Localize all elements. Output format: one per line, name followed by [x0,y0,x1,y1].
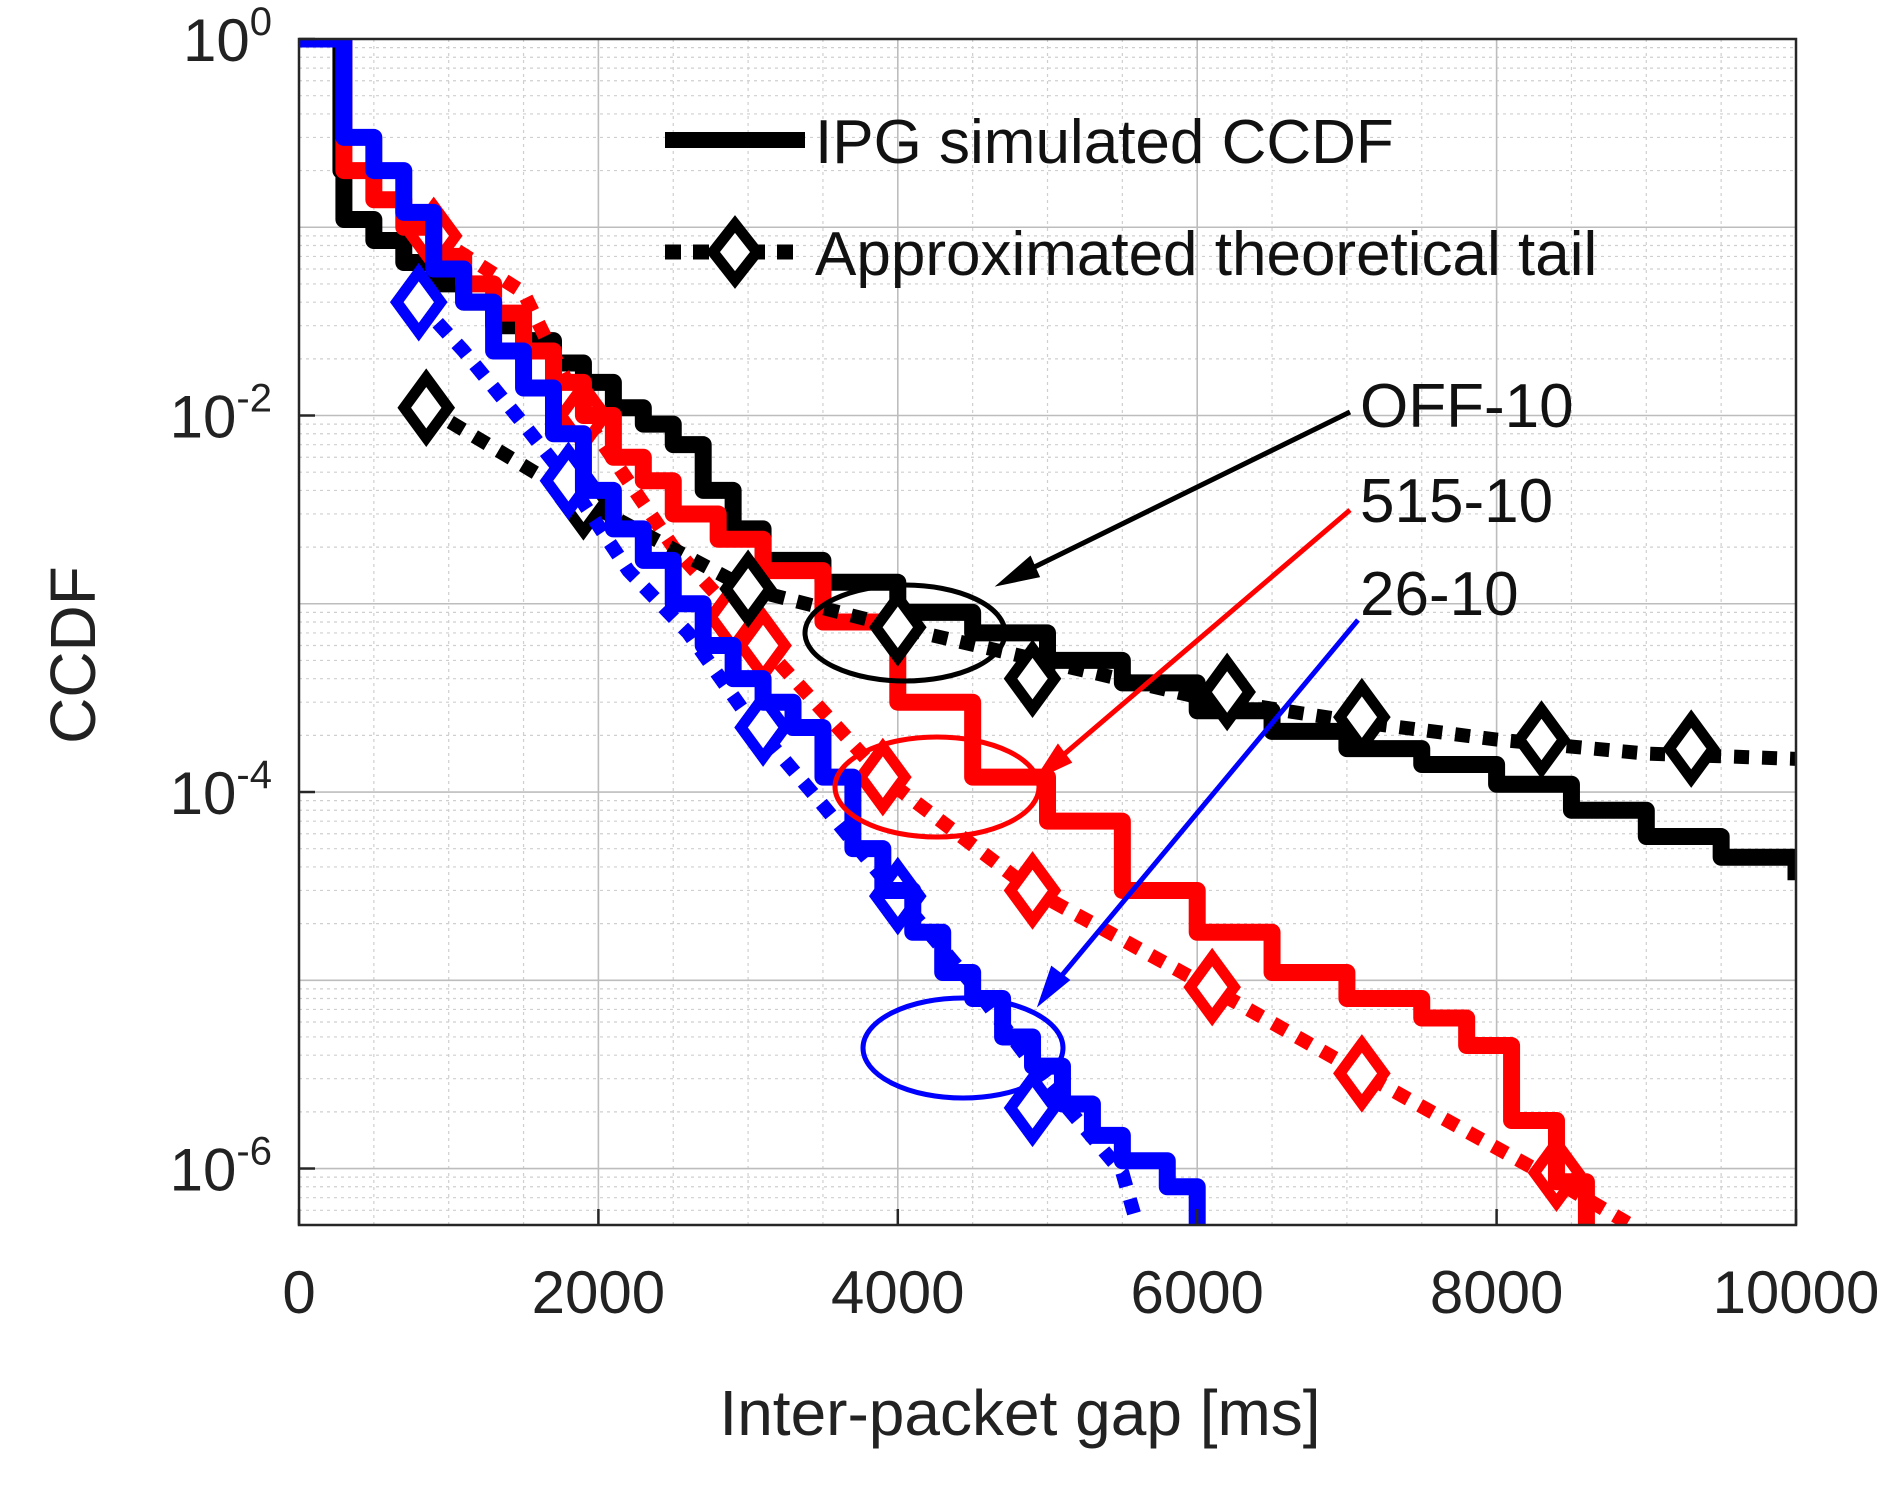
marker-off-10-theoretical [1198,652,1256,732]
series-line-26-10 [299,39,1206,1225]
y-tick-label: 10-4 [170,753,272,827]
annotations: OFF-10 515-10 26-10 [802,372,1574,1101]
x-tick-label: 2000 [532,1259,665,1326]
legend-label-simulated: IPG simulated CCDF [815,108,1394,177]
annotation-label-515-10: 515-10 [1360,467,1553,536]
marker-515-10-theoretical [1333,1034,1391,1113]
marker-off-10-theoretical [868,587,927,667]
marker-off-10-theoretical [1512,700,1571,779]
annotation-ellipse-515-10 [832,734,1042,840]
axis-ticks [297,37,1798,1225]
annotation-arrowhead-off-10 [994,555,1041,587]
marker-515-10-theoretical [1183,947,1241,1027]
marker-off-10-theoretical [397,368,456,448]
x-tick-label: 0 [282,1259,315,1326]
marker-515-10-theoretical [1003,851,1062,930]
annotation-label-26-10: 26-10 [1360,560,1519,629]
y-tick-label: 10-6 [170,1130,272,1204]
series-line-off-10-theoretical [422,401,1796,766]
x-tick-label: 4000 [831,1259,964,1326]
marker-off-10-theoretical [1333,677,1391,757]
annotation-arrow-515-10 [1046,508,1352,770]
annotation-ellipse-off-10 [802,582,1008,684]
x-tick-label: 6000 [1130,1259,1263,1326]
annotation-ellipse-26-10 [860,995,1066,1101]
marker-off-10-theoretical [719,549,777,629]
annotation-arrowhead-515-10 [1033,743,1073,781]
plot-frame [297,37,1798,1227]
annotation-label-off-10: OFF-10 [1360,372,1574,441]
marker-26-10-theoretical [734,688,792,767]
annotation-arrow-26-10 [1046,618,1360,994]
tick-labels: 0 2000 4000 6000 8000 10000 100 10-2 10-4 10-6 [170,0,1880,1326]
y-axis-label: CCDF [37,566,109,744]
x-tick-label: 8000 [1430,1259,1563,1326]
marker-off-10-theoretical [1662,709,1721,788]
marker-26-10-theoretical [389,262,448,342]
annotation-arrow-off-10 [1010,409,1352,581]
x-tick-label: 10000 [1713,1259,1880,1326]
marker-26-10-theoretical [1003,1068,1062,1148]
series-layer [299,39,1796,1225]
x-axis-label: Inter-packet gap [ms] [719,1377,1320,1449]
legend: IPG simulated CCDF Approximated theoreti… [665,108,1597,289]
marker-off-10-theoretical [1003,639,1062,718]
legend-label-theoretical: Approximated theoretical tail [815,220,1597,289]
y-tick-label: 100 [183,0,272,74]
legend-diamond-marker [706,215,764,289]
marker-515-10-theoretical [854,737,912,817]
y-tick-label: 10-2 [170,377,272,451]
annotation-arrowhead-26-10 [1036,965,1071,1008]
